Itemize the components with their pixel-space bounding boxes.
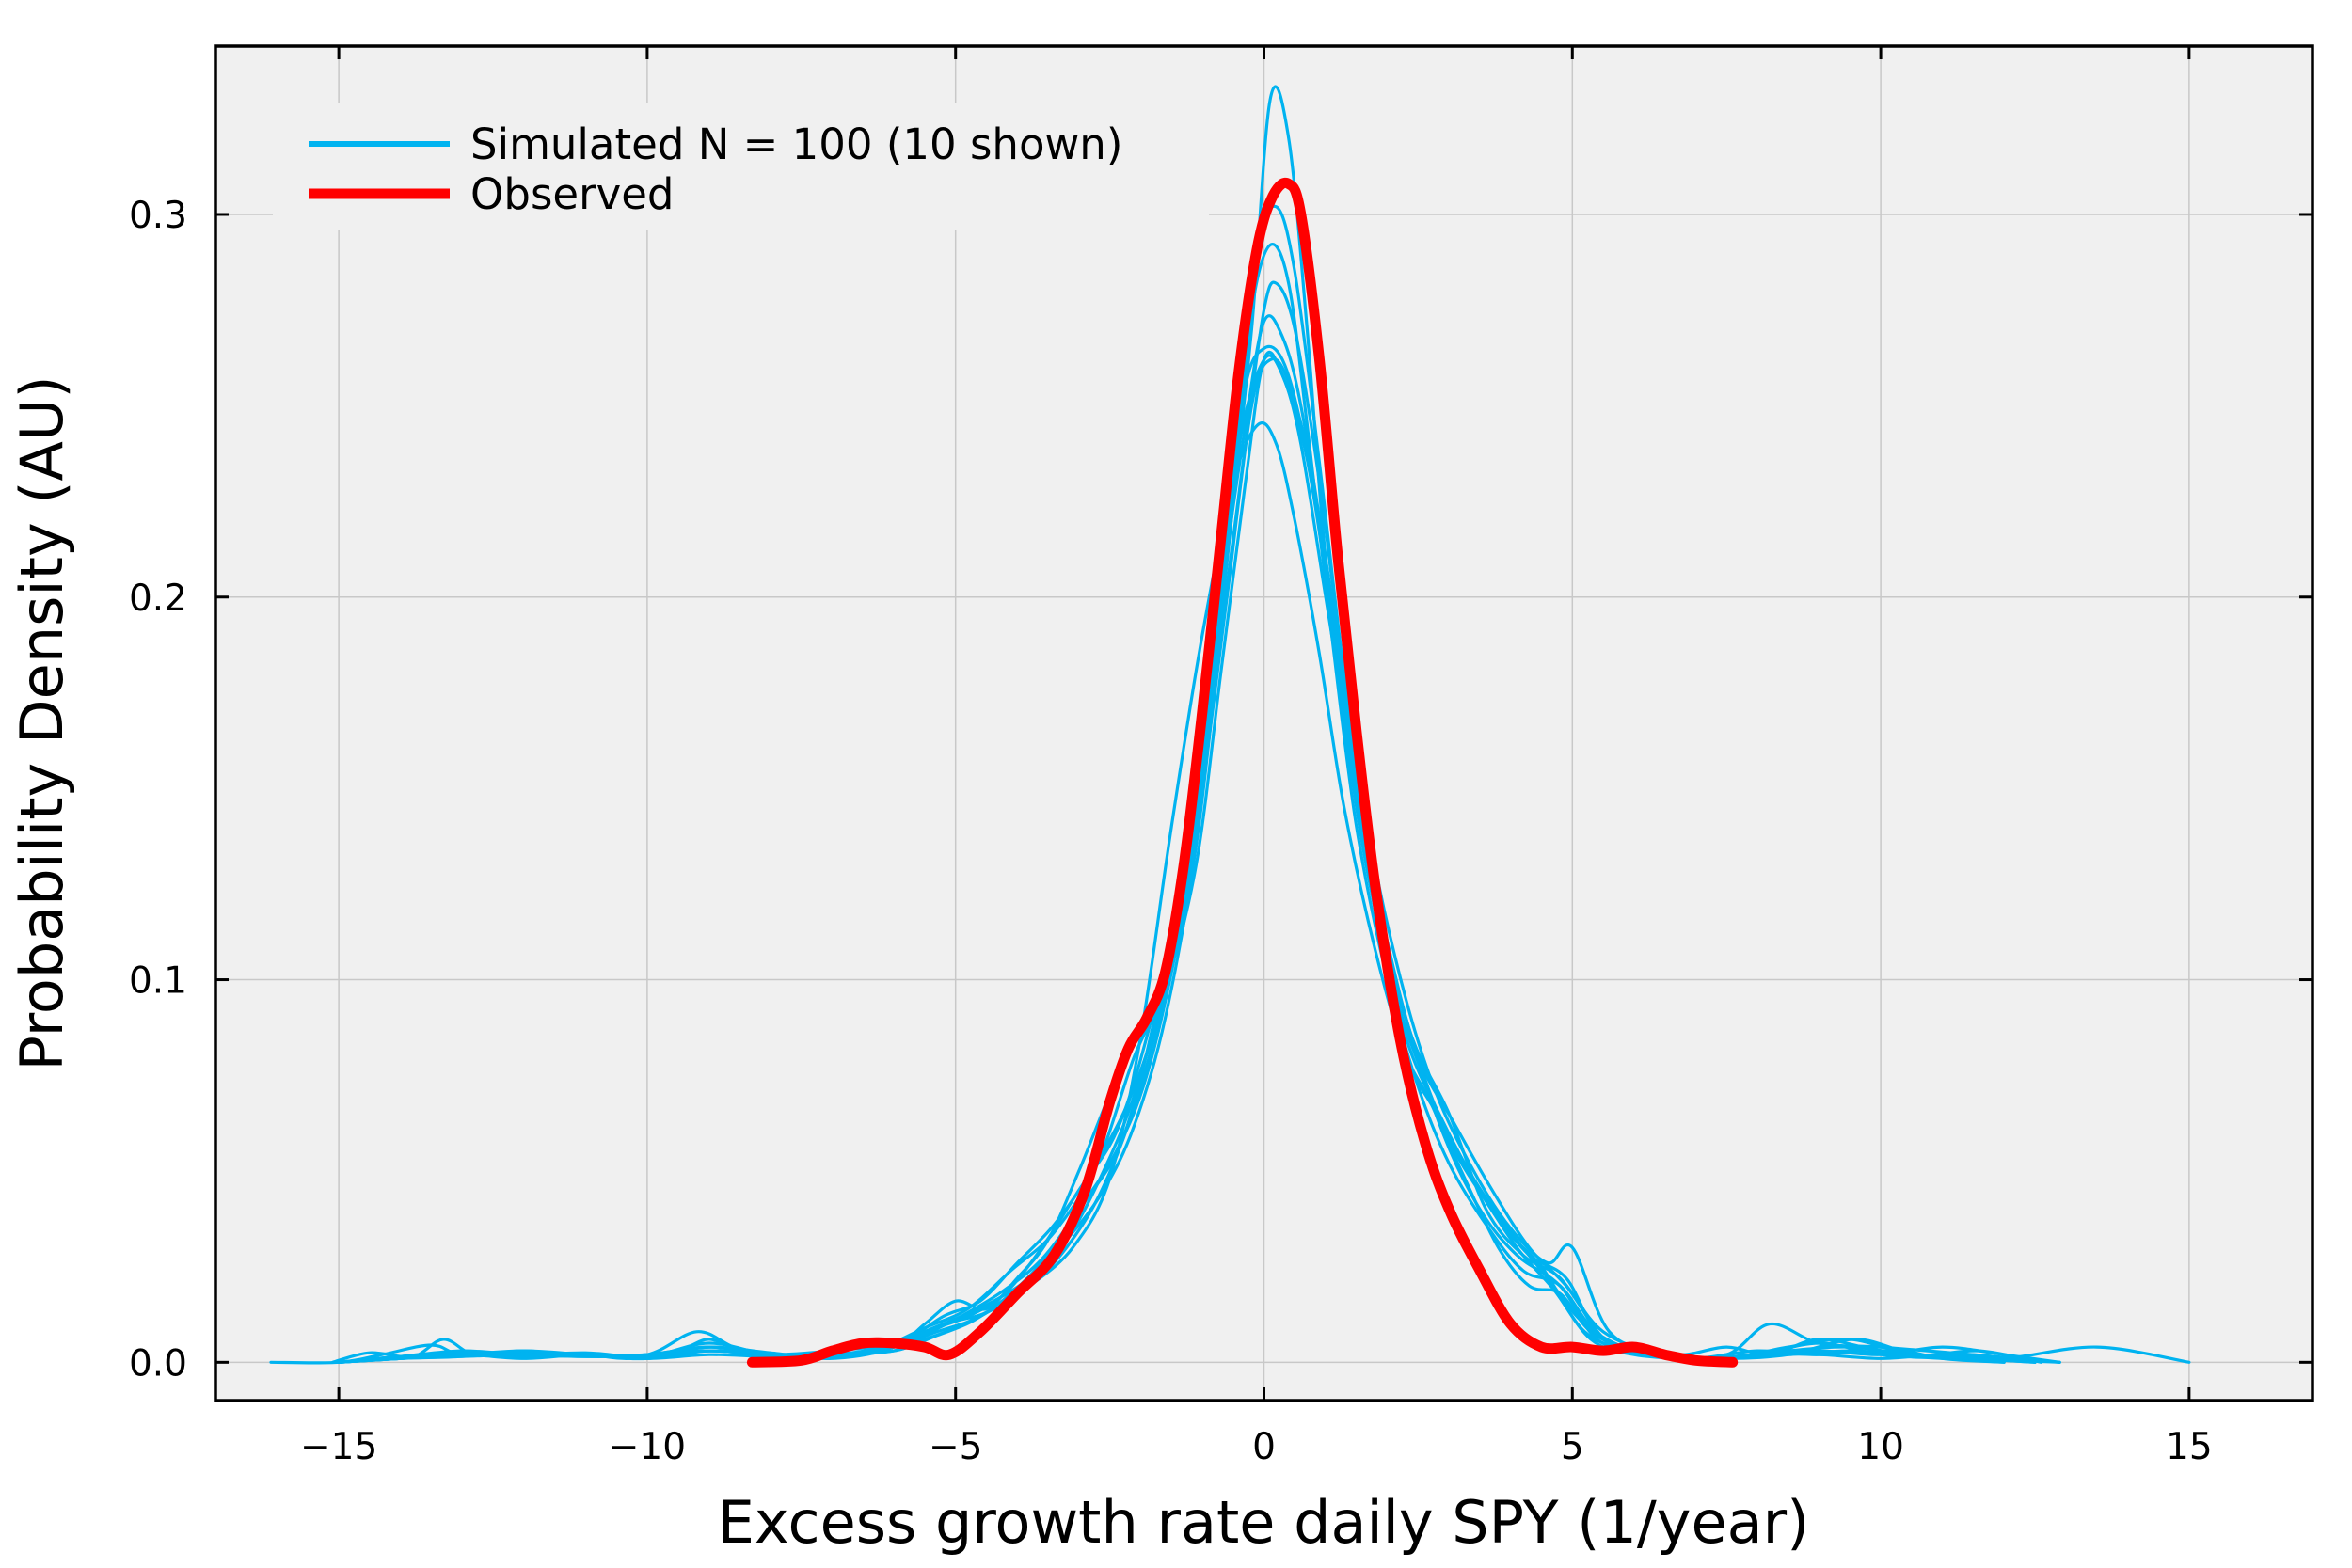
legend: Simulated N = 100 (10 shown) Observed bbox=[273, 103, 1209, 230]
observed-density-line bbox=[746, 177, 1739, 1368]
observed-series-layer bbox=[746, 177, 1739, 1368]
x-tick-label: 10 bbox=[1857, 1426, 1904, 1468]
x-axis-title: Excess growth rate daily SPY (1/year) bbox=[718, 1488, 1810, 1557]
simulated-density-line-10 bbox=[337, 280, 2037, 1364]
y-tick-label: 0.2 bbox=[129, 578, 187, 620]
x-tick-label: −15 bbox=[300, 1426, 377, 1468]
x-tick-label: 15 bbox=[2166, 1426, 2213, 1468]
x-tick-label: −5 bbox=[929, 1426, 983, 1468]
x-tick-label: 5 bbox=[1561, 1426, 1584, 1468]
y-tick-label: 0.0 bbox=[129, 1342, 187, 1385]
legend-label-observed: Observed bbox=[470, 169, 675, 219]
legend-label-simulated: Simulated N = 100 (10 shown) bbox=[470, 119, 1122, 169]
x-tick-label: 0 bbox=[1252, 1426, 1276, 1468]
simulated-density-line-3 bbox=[337, 204, 2006, 1364]
y-tick-label: 0.1 bbox=[129, 960, 187, 1003]
tick-layer: −15 −10 −5 0 5 10 15 0.0 0.1 0.2 0.3 bbox=[129, 46, 2312, 1468]
x-tick-label: −10 bbox=[609, 1426, 686, 1468]
y-axis-title: Probability Density (AU) bbox=[8, 375, 76, 1070]
y-tick-label: 0.3 bbox=[129, 195, 187, 237]
legend-background bbox=[273, 103, 1209, 230]
